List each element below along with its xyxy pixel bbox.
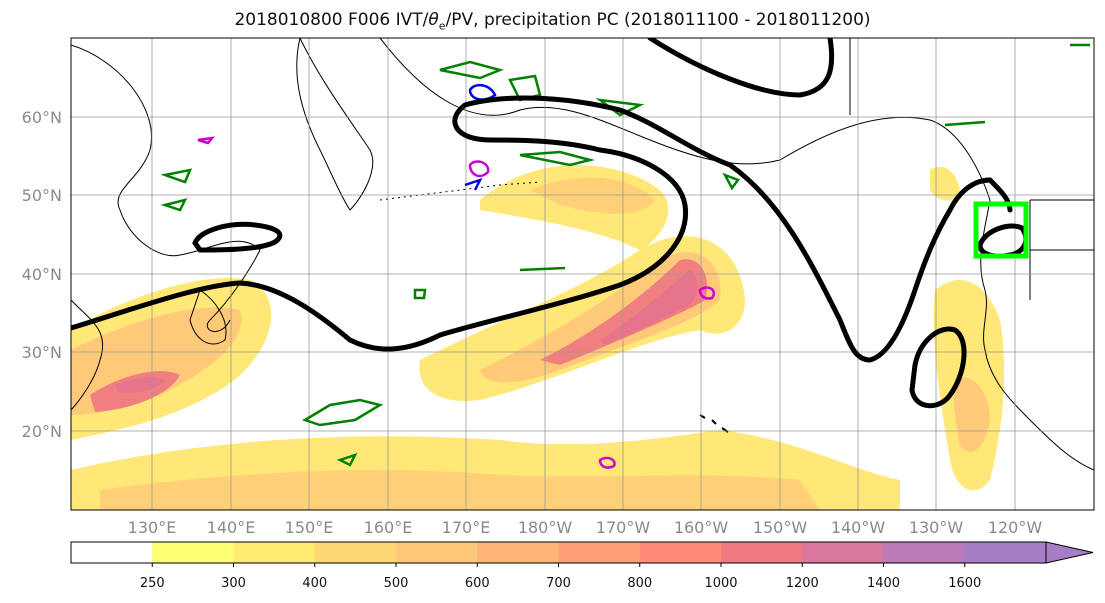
colorbar-tick-label: 800: [627, 576, 653, 591]
pv-contour-japan-loop: [192, 221, 283, 253]
colorbar-segment: [396, 542, 478, 563]
lon-label-150e: 150°E: [284, 518, 334, 537]
pv-contour-east-loop: [909, 326, 967, 409]
colorbar-segment: [558, 542, 641, 563]
lat-label-50n: 50°N: [21, 186, 62, 205]
pv-contour: [71, 38, 1029, 409]
lon-label-130e: 130°E: [127, 518, 177, 537]
colorbar-segment: [721, 542, 803, 563]
colorbar-segment: [314, 542, 397, 563]
graticule: [71, 38, 1094, 510]
colorbar-tick-label: 1200: [785, 576, 819, 591]
colorbar-segment: [883, 542, 966, 563]
title-suffix: /PV, precipitation PC (2018011100 - 2018…: [445, 10, 871, 30]
colorbar-tick-label: 500: [383, 576, 409, 591]
lat-label-30n: 30°N: [21, 343, 62, 362]
title-theta: θ: [428, 10, 439, 30]
coast-asia: [71, 44, 261, 411]
borders: [849, 38, 1094, 300]
coast-hawaii: [699, 414, 729, 433]
coast-kamchatka: [296, 38, 374, 211]
colorbar-segment: [477, 542, 559, 563]
target-box: [973, 201, 1029, 259]
lon-label-120w: 120°W: [987, 518, 1043, 537]
coast-japan: [189, 289, 227, 345]
coast-alaska: [379, 38, 991, 201]
colorbar-tick-label: 600: [464, 576, 490, 591]
colorbar-tick-label: 250: [139, 576, 165, 591]
lon-label-170w: 170°W: [595, 518, 651, 537]
coast-north-america: [980, 199, 1094, 471]
lon-label-180w: 180°W: [517, 518, 573, 537]
lat-label-60n: 60°N: [21, 108, 62, 127]
precipitation-field: [71, 165, 1005, 510]
colorbar-segment: [71, 542, 153, 563]
colorbar-segment: [152, 542, 234, 563]
lon-label-170e: 170°E: [441, 518, 491, 537]
colorbar-tick-label: 1600: [948, 576, 982, 591]
pv-contour-inner-loop: [977, 223, 1029, 259]
lon-label-140w: 140°W: [830, 518, 886, 537]
map-title: 2018010800 F006 IVT/θe/PV, precipitation…: [0, 10, 1105, 32]
colorbar-tick-label: 1400: [866, 576, 901, 591]
colorbar-segment: [233, 542, 316, 563]
colorbar-tick-label: 400: [302, 576, 328, 591]
lon-label-140e: 140°E: [206, 518, 256, 537]
blue-contours: [464, 83, 497, 191]
lat-label-40n: 40°N: [21, 265, 62, 284]
pv-contour-north: [647, 38, 835, 98]
lat-label-20n: 20°N: [21, 422, 62, 441]
colorbar-tick-label: 1000: [704, 576, 738, 591]
title-prefix: 2018010800 F006 IVT/: [234, 10, 429, 30]
colorbar-extend-arrow: [1045, 541, 1094, 564]
coastlines: [71, 38, 1094, 471]
lon-label-150w: 150°W: [752, 518, 808, 537]
colorbar-segment: [964, 542, 1047, 563]
colorbar-tick-label: 700: [546, 576, 571, 591]
lon-label-160w: 160°W: [673, 518, 729, 537]
colorbar-segment: [639, 542, 722, 563]
colorbar-tick-label: 300: [221, 576, 246, 591]
lon-label-160e: 160°E: [363, 518, 413, 537]
theta-e-contours: [160, 43, 1090, 467]
title-theta-sub: e: [438, 19, 446, 33]
colorbar-segment: [802, 542, 884, 563]
map-frame: [70, 37, 1095, 511]
colorbar: [70, 541, 1094, 567]
lon-label-130w: 130°W: [908, 518, 964, 537]
